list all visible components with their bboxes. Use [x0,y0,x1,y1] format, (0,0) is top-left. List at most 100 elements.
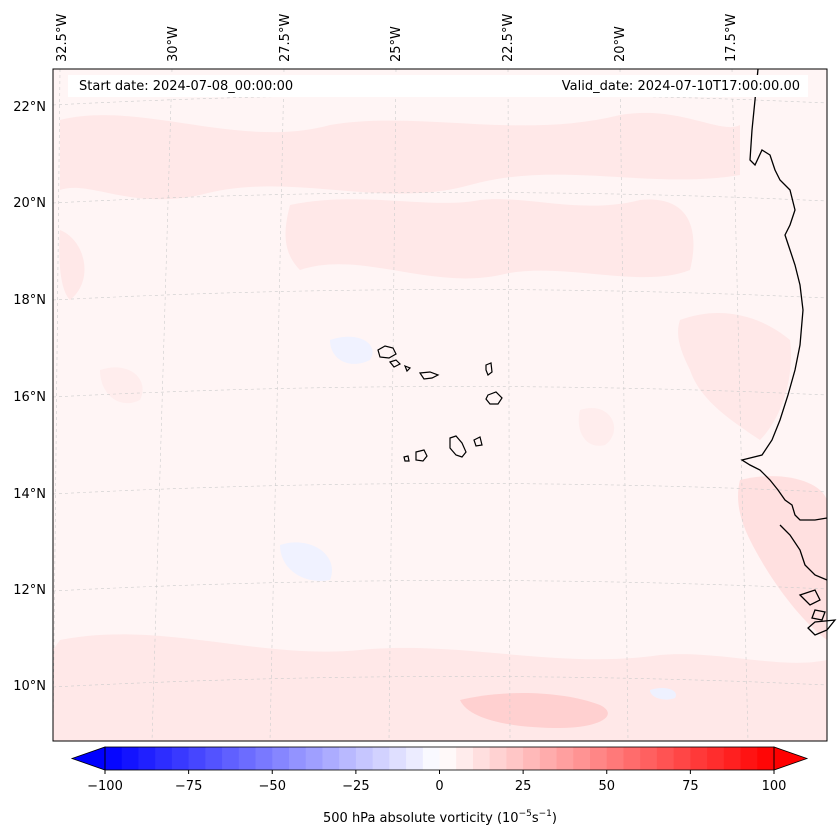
coast-guinea-bissau [779,524,828,581]
island-sal [485,362,493,376]
colorbar-cell [673,747,691,770]
vorticity-blob-center-east [578,408,615,446]
colorbar-tick-label: −100 [87,779,123,794]
colorbar-cell [372,747,390,770]
colorbar: −100 −75 −50 −25 0 25 50 75 100 500 hPa absolute… [70,746,809,826]
lat-label: 22°N [13,100,46,115]
vorticity-band-south [53,634,827,741]
colorbar-tick-label: 75 [682,779,699,794]
vorticity-blob-west [59,230,85,300]
colorbar-tick-label: 0 [435,779,443,794]
coastline [740,68,837,636]
colorbar-cell [623,747,641,770]
lon-label: 32.5°W [55,14,70,62]
colorbar-cell [255,747,273,770]
colorbar-cell [590,747,608,770]
colorbar-cell [707,747,725,770]
colorbar-label: 500 hPa absolute vorticity (10−5s−1) [323,809,557,826]
island-boa-vista [485,391,503,405]
vorticity-band-north [60,112,740,200]
colorbar-tick-label: 100 [762,779,787,794]
vorticity-field [53,112,827,741]
vorticity-negative-3 [650,687,676,700]
lon-label: 25°W [389,26,404,62]
lat-label: 20°N [13,196,46,211]
lon-label: 20°W [613,26,628,62]
colorbar-cell [606,747,625,770]
graticule [52,68,828,742]
map-frame [52,68,828,742]
valid-date-label: Valid_date: 2024-07-10T17:00:00.00 [562,79,800,94]
colorbar-cell [272,747,290,770]
island-santa-luzia [403,364,412,373]
vorticity-blob-center [100,367,143,404]
colorbar-extend-max [773,746,809,771]
colorbar-cell [472,747,491,770]
start-date-label: Start date: 2024-07-08_00:00:00 [79,79,293,94]
colorbar-cell [238,747,257,770]
lat-label: 10°N [13,679,46,694]
colorbar-ticks: −100 −75 −50 −25 0 25 50 75 100 [87,770,786,794]
colorbar-cell [456,747,474,770]
island-santo-antao [377,345,397,359]
colorbar-cell [389,747,407,770]
colorbar-cell [523,747,541,770]
longitude-labels: 32.5°W 30°W 27.5°W 25°W 22.5°W 20°W 17.5… [55,14,739,62]
colorbar-cell [740,747,758,770]
colorbar-cell [573,747,591,770]
colorbar-cell [640,747,658,770]
vorticity-negative-1 [330,336,373,364]
map-panel[interactable]: Start date: 2024-07-08_00:00:00 Valid_da… [52,68,837,742]
colorbar-cells [105,747,775,770]
colorbar-cell [155,747,173,770]
colorbar-extend-min [70,746,106,771]
vorticity-negative-2 [280,542,332,581]
latitude-labels: 22°N 20°N 18°N 16°N 14°N 12°N 10°N [13,100,46,694]
colorbar-cell [322,747,340,770]
lat-label: 16°N [13,390,46,405]
colorbar-cell [539,747,558,770]
colorbar-cell [222,747,240,770]
coast-mauritania-senegal [740,68,828,521]
colorbar-cell [188,747,206,770]
colorbar-cell [723,747,742,770]
lat-label: 18°N [13,293,46,308]
colorbar-cell [757,747,775,770]
lat-label: 14°N [13,487,46,502]
colorbar-tick-label: −25 [342,779,369,794]
island-maio [473,436,483,447]
colorbar-cell [506,747,524,770]
colorbar-cell [121,747,140,770]
title-banner [68,75,808,97]
colorbar-cell [355,747,374,770]
island-santiago [449,435,467,458]
island-sao-nicolau [418,371,440,380]
colorbar-tick-label: −50 [259,779,286,794]
colorbar-cell [690,747,708,770]
vorticity-band-northwest [285,199,694,279]
colorbar-tick-label: 25 [515,779,532,794]
colorbar-cell [288,747,307,770]
colorbar-cell [489,747,507,770]
colorbar-cell [339,747,357,770]
colorbar-cell [171,747,190,770]
colorbar-cell [105,747,123,770]
colorbar-cell [138,747,156,770]
vorticity-core-south [460,693,608,728]
colorbar-cell [205,747,223,770]
lon-label: 22.5°W [501,14,516,62]
colorbar-cell [422,747,441,770]
vorticity-blob-coast [678,312,791,440]
lon-label: 17.5°W [724,14,739,62]
island-fogo [415,449,428,462]
colorbar-cell [556,747,574,770]
island-sao-vicente [388,359,402,368]
island-brava [403,455,410,462]
cabo-verde-islands [377,345,503,462]
lon-label: 27.5°W [278,14,293,62]
colorbar-cell [406,747,424,770]
coast-islands-bissau [798,589,837,636]
colorbar-cell [305,747,324,770]
colorbar-tick-label: 50 [598,779,615,794]
lat-label: 12°N [13,583,46,598]
